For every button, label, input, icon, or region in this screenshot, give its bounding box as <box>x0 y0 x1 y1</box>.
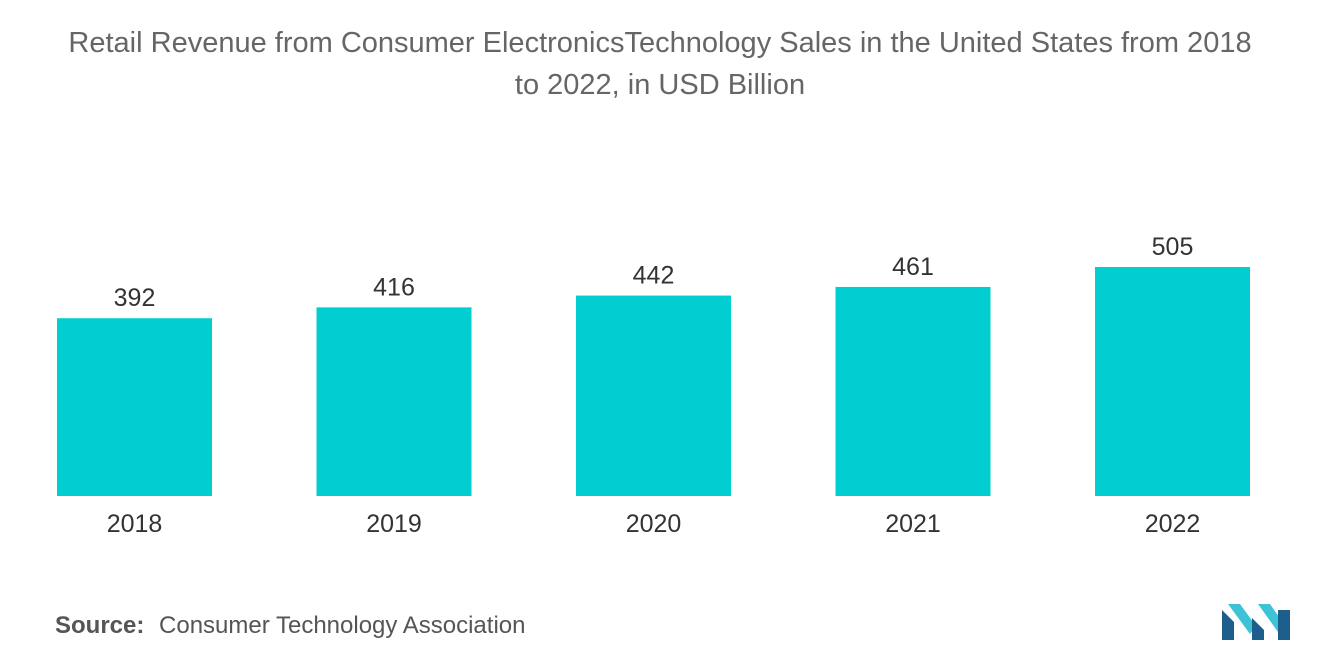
source-text: Consumer Technology Association <box>159 612 526 639</box>
bar-2022 <box>1095 267 1250 496</box>
source-label: Source: <box>55 612 145 639</box>
chart-title: Retail Revenue from Consumer Electronics… <box>0 22 1320 106</box>
bar-2020 <box>576 295 731 496</box>
x-tick-label-2020: 2020 <box>626 510 682 538</box>
x-tick-label-2022: 2022 <box>1145 510 1201 538</box>
bar-2021 <box>835 286 991 496</box>
chart-title-line2: to 2022, in USD Billion <box>514 69 806 101</box>
data-label-2019: 416 <box>373 273 415 301</box>
x-tick-label-2021: 2021 <box>885 510 941 538</box>
bar-2019 <box>316 307 472 496</box>
source-note: Source: Consumer Technology Association <box>55 612 525 640</box>
data-label-2021: 461 <box>892 253 934 281</box>
company-logo-icon <box>1222 604 1290 640</box>
chart-title-line1: Retail Revenue from Consumer Electronics… <box>68 27 1252 59</box>
x-tick-label-2018: 2018 <box>107 510 163 538</box>
data-label-2022: 505 <box>1152 233 1194 261</box>
data-label-2018: 392 <box>114 284 156 312</box>
bar-2018 <box>57 318 212 496</box>
x-tick-label-2019: 2019 <box>366 510 422 538</box>
data-label-2020: 442 <box>633 262 675 290</box>
